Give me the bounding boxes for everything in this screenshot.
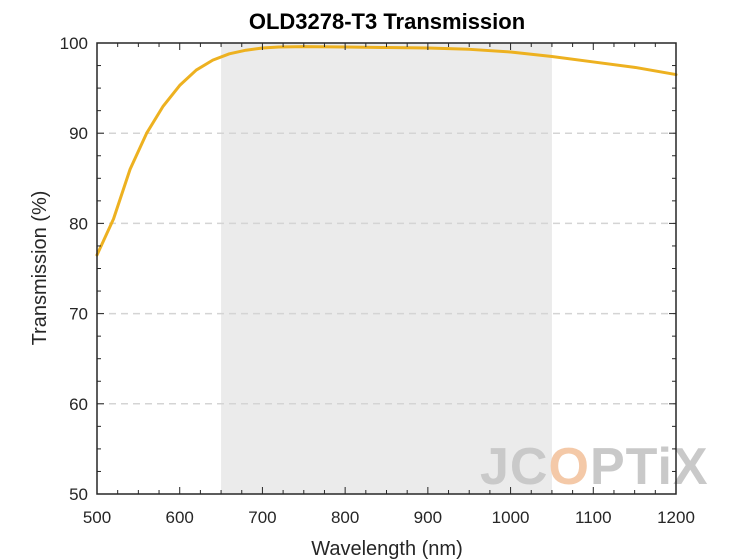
watermark-letter: X [673, 438, 709, 496]
x-tick-label: 800 [331, 508, 359, 527]
watermark-letter: P [590, 438, 626, 496]
watermark-letter: T [626, 438, 658, 496]
y-tick-label: 70 [69, 305, 88, 324]
y-tick-label: 100 [60, 34, 88, 53]
y-axis-label: Transmission (%) [29, 191, 51, 346]
x-tick-label: 1100 [575, 508, 612, 527]
chart-title: OLD3278-T3 Transmission [249, 9, 525, 34]
watermark-letter: C [510, 438, 549, 496]
plot-area: JCOPTiX 500 600 700 800 900 1000 1100 1200 50 60 70… [60, 34, 709, 527]
highlight-band [221, 43, 552, 494]
y-tick-label: 60 [69, 395, 88, 414]
x-tick-label: 700 [248, 508, 276, 527]
x-tick-label: 900 [414, 508, 442, 527]
y-tick-label: 90 [69, 124, 88, 143]
x-tick-label: 1200 [657, 508, 695, 527]
watermark-letter: J [480, 438, 510, 496]
x-tick-label: 600 [166, 508, 194, 527]
watermark-letter: O [548, 438, 589, 496]
x-tick-label: 500 [83, 508, 111, 527]
y-tick-label: 80 [69, 214, 88, 233]
x-tick-label: 1000 [492, 508, 530, 527]
series-line [95, 45, 678, 257]
x-axis-label: Wavelength (nm) [311, 538, 463, 560]
watermark-logo: JCOPTiX [480, 438, 709, 496]
watermark-letter: i [657, 438, 672, 496]
y-tick-label: 50 [69, 485, 88, 504]
